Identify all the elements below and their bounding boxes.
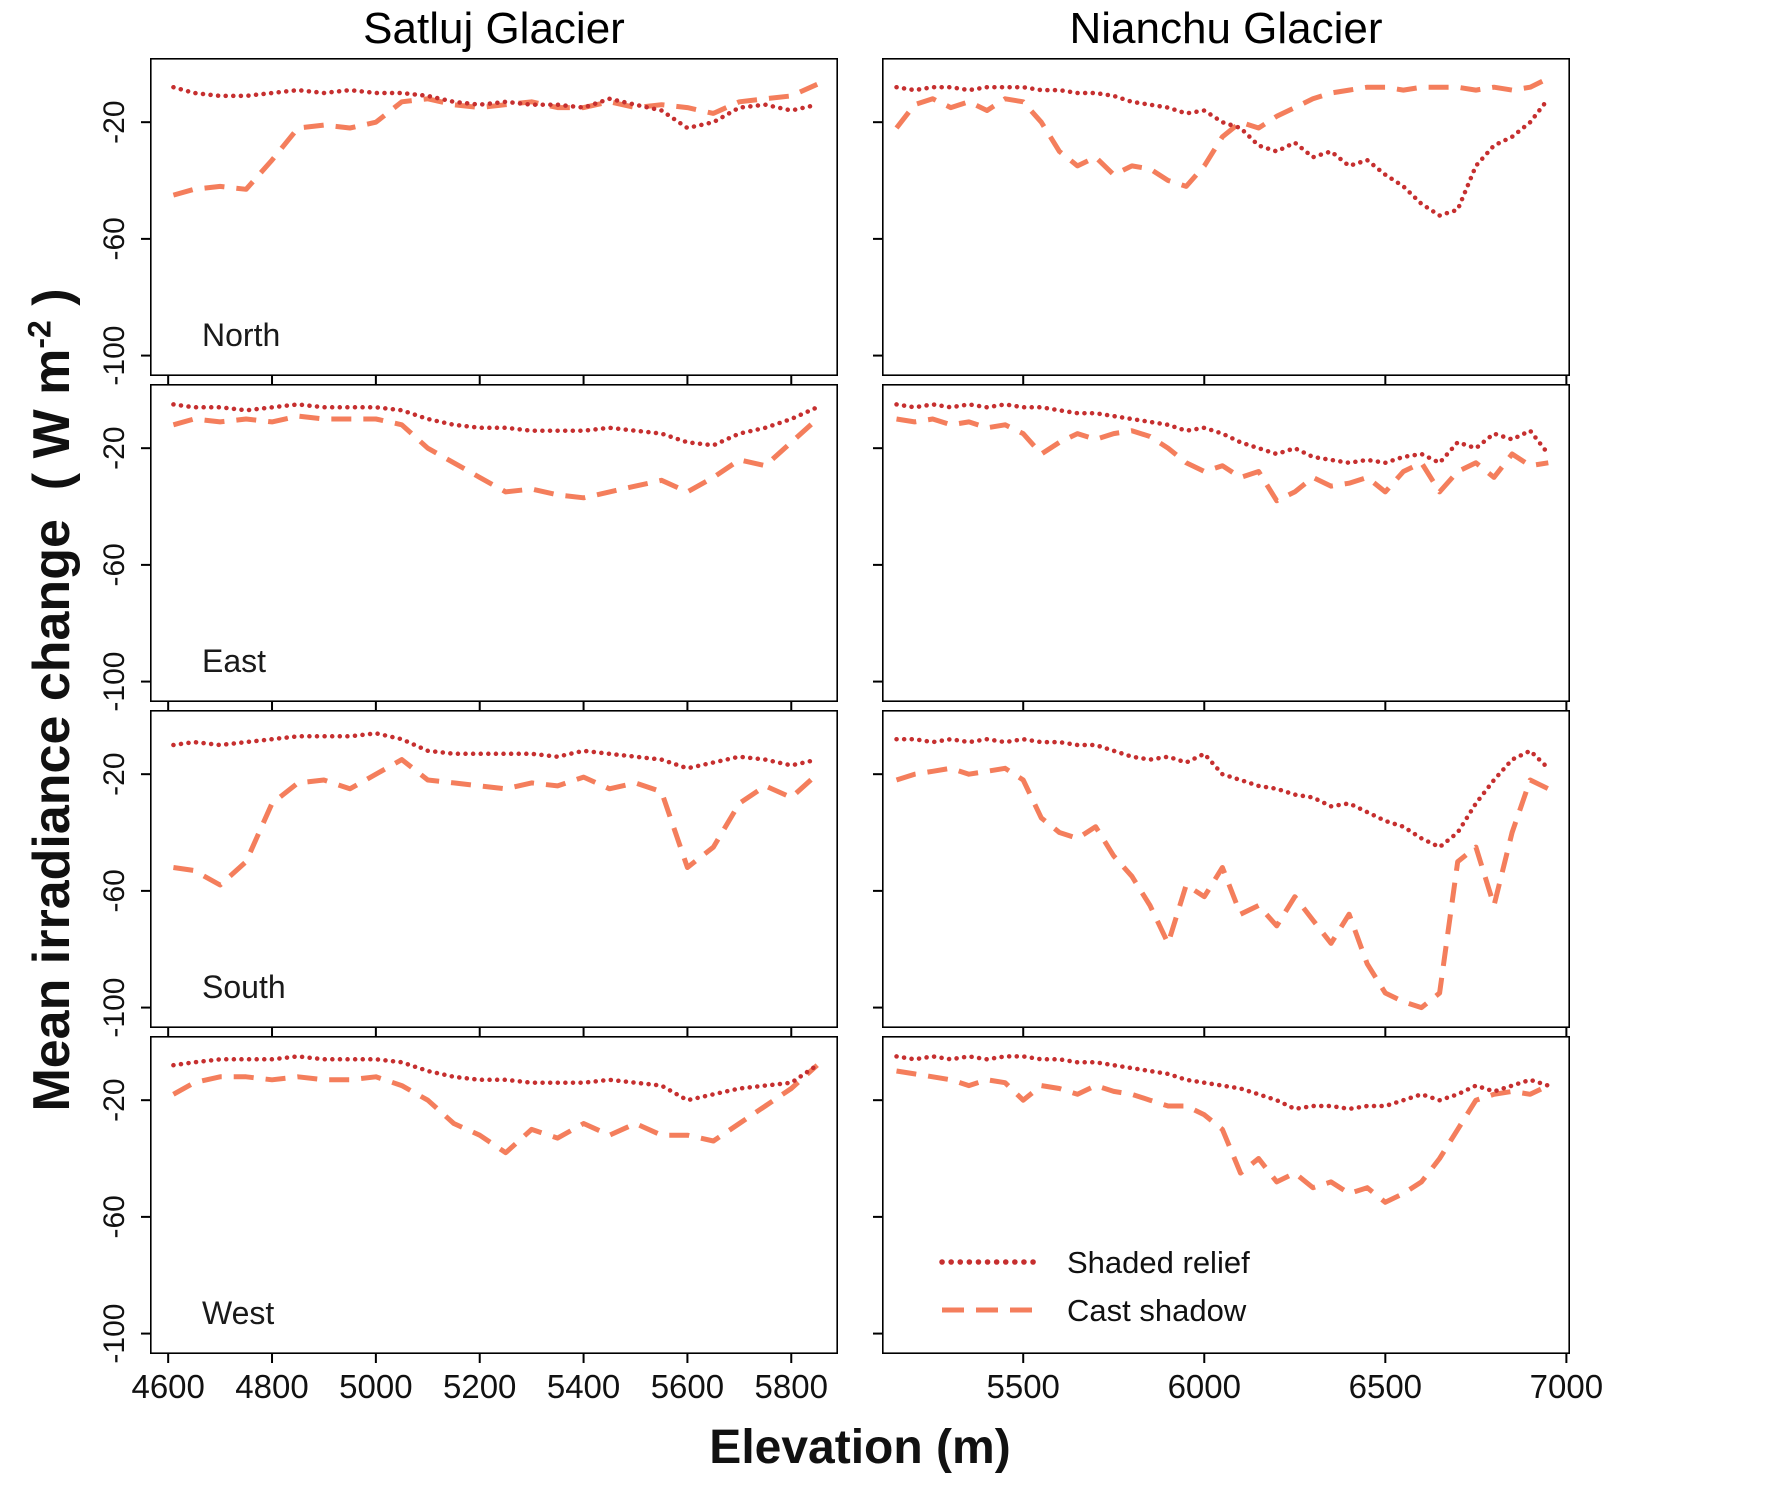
panel-border bbox=[150, 384, 839, 702]
panel-border bbox=[882, 384, 1571, 702]
x-axis-label: Elevation (m) bbox=[709, 1421, 1011, 1474]
row-label-east: East bbox=[202, 643, 266, 679]
x-tick-label: 6000 bbox=[1168, 1368, 1241, 1405]
x-tick-label: 5500 bbox=[987, 1368, 1060, 1405]
panel-border bbox=[882, 1036, 1571, 1354]
column-title-satluj: Satluj Glacier bbox=[363, 4, 625, 53]
x-tick-label: 4800 bbox=[235, 1368, 308, 1405]
x-tick-label: 5000 bbox=[339, 1368, 412, 1405]
panel-nianchu-east bbox=[873, 384, 1571, 711]
series-line-shaded-relief bbox=[171, 731, 820, 771]
y-tick-label: -60 bbox=[98, 543, 131, 586]
series-line-shaded-relief bbox=[171, 402, 820, 448]
series-line-shaded-relief bbox=[894, 736, 1551, 850]
legend-label: Cast shadow bbox=[1067, 1293, 1247, 1328]
y-axis-unit: ( W m-2 ) bbox=[21, 288, 82, 491]
series-line-shaded-relief bbox=[171, 84, 820, 131]
y-tick-label: -100 bbox=[98, 1304, 131, 1364]
series-line-shaded-relief bbox=[894, 1054, 1551, 1112]
panel-satluj-north: -20 -60 -100 North bbox=[98, 58, 839, 386]
row-label-north: North bbox=[202, 317, 280, 353]
panel-nianchu-north bbox=[873, 58, 1571, 385]
series-line-cast-shadow bbox=[896, 416, 1549, 504]
row-label-west: West bbox=[202, 1295, 274, 1331]
panel-border bbox=[882, 58, 1571, 376]
y-tick-label: -100 bbox=[98, 978, 131, 1038]
x-tick-label: 5600 bbox=[651, 1368, 724, 1405]
y-tick-label: -20 bbox=[98, 427, 131, 470]
y-axis-label: Mean irradiance change ( W m-2 ) bbox=[22, 288, 82, 1111]
y-tick-label: -60 bbox=[98, 1195, 131, 1238]
series-line-cast-shadow bbox=[173, 757, 819, 888]
series-line-shaded-relief bbox=[894, 402, 1551, 466]
y-tick-label: -20 bbox=[98, 1079, 131, 1122]
series-line-shaded-relief bbox=[894, 84, 1551, 218]
series-line-cast-shadow bbox=[896, 1068, 1550, 1205]
x-tick-label: 7000 bbox=[1530, 1368, 1603, 1405]
panel-border bbox=[150, 710, 839, 1028]
panel-border bbox=[150, 58, 839, 376]
series-line-cast-shadow bbox=[172, 1063, 819, 1156]
y-tick-label: -100 bbox=[98, 652, 131, 712]
legend: Shaded relief Cast shadow bbox=[939, 1245, 1250, 1328]
y-tick-label: -60 bbox=[98, 217, 131, 260]
panel-border bbox=[150, 1036, 839, 1354]
series-line-cast-shadow bbox=[172, 413, 819, 501]
panel-nianchu-west: 5500 6000 6500 7000 Shaded relief Cast shadow bbox=[873, 1036, 1603, 1405]
panel-satluj-south: -20 -60 -100 South bbox=[98, 710, 839, 1038]
legend-label: Shaded relief bbox=[1067, 1245, 1250, 1280]
series-line-cast-shadow bbox=[172, 82, 819, 198]
panel-satluj-east: -20 -60 -100 East bbox=[98, 384, 839, 712]
x-tick-label: 6500 bbox=[1349, 1368, 1422, 1405]
x-tick-label: 5400 bbox=[547, 1368, 620, 1405]
y-tick-label: -20 bbox=[98, 753, 131, 796]
y-axis-label-text: Mean irradiance change bbox=[23, 519, 82, 1112]
y-tick-label: -100 bbox=[98, 326, 131, 386]
y-tick-label: -20 bbox=[98, 101, 131, 144]
x-tick-label: 5800 bbox=[755, 1368, 828, 1405]
x-tick-label: 5200 bbox=[443, 1368, 516, 1405]
row-label-south: South bbox=[202, 969, 286, 1005]
panel-nianchu-south bbox=[873, 710, 1571, 1037]
panel-border bbox=[882, 710, 1571, 1028]
series-line-cast-shadow bbox=[894, 76, 1550, 189]
x-tick-label: 4600 bbox=[131, 1368, 204, 1405]
y-tick-label: -60 bbox=[98, 869, 131, 912]
series-line-cast-shadow bbox=[895, 765, 1550, 1011]
column-title-nianchu: Nianchu Glacier bbox=[1069, 4, 1383, 53]
